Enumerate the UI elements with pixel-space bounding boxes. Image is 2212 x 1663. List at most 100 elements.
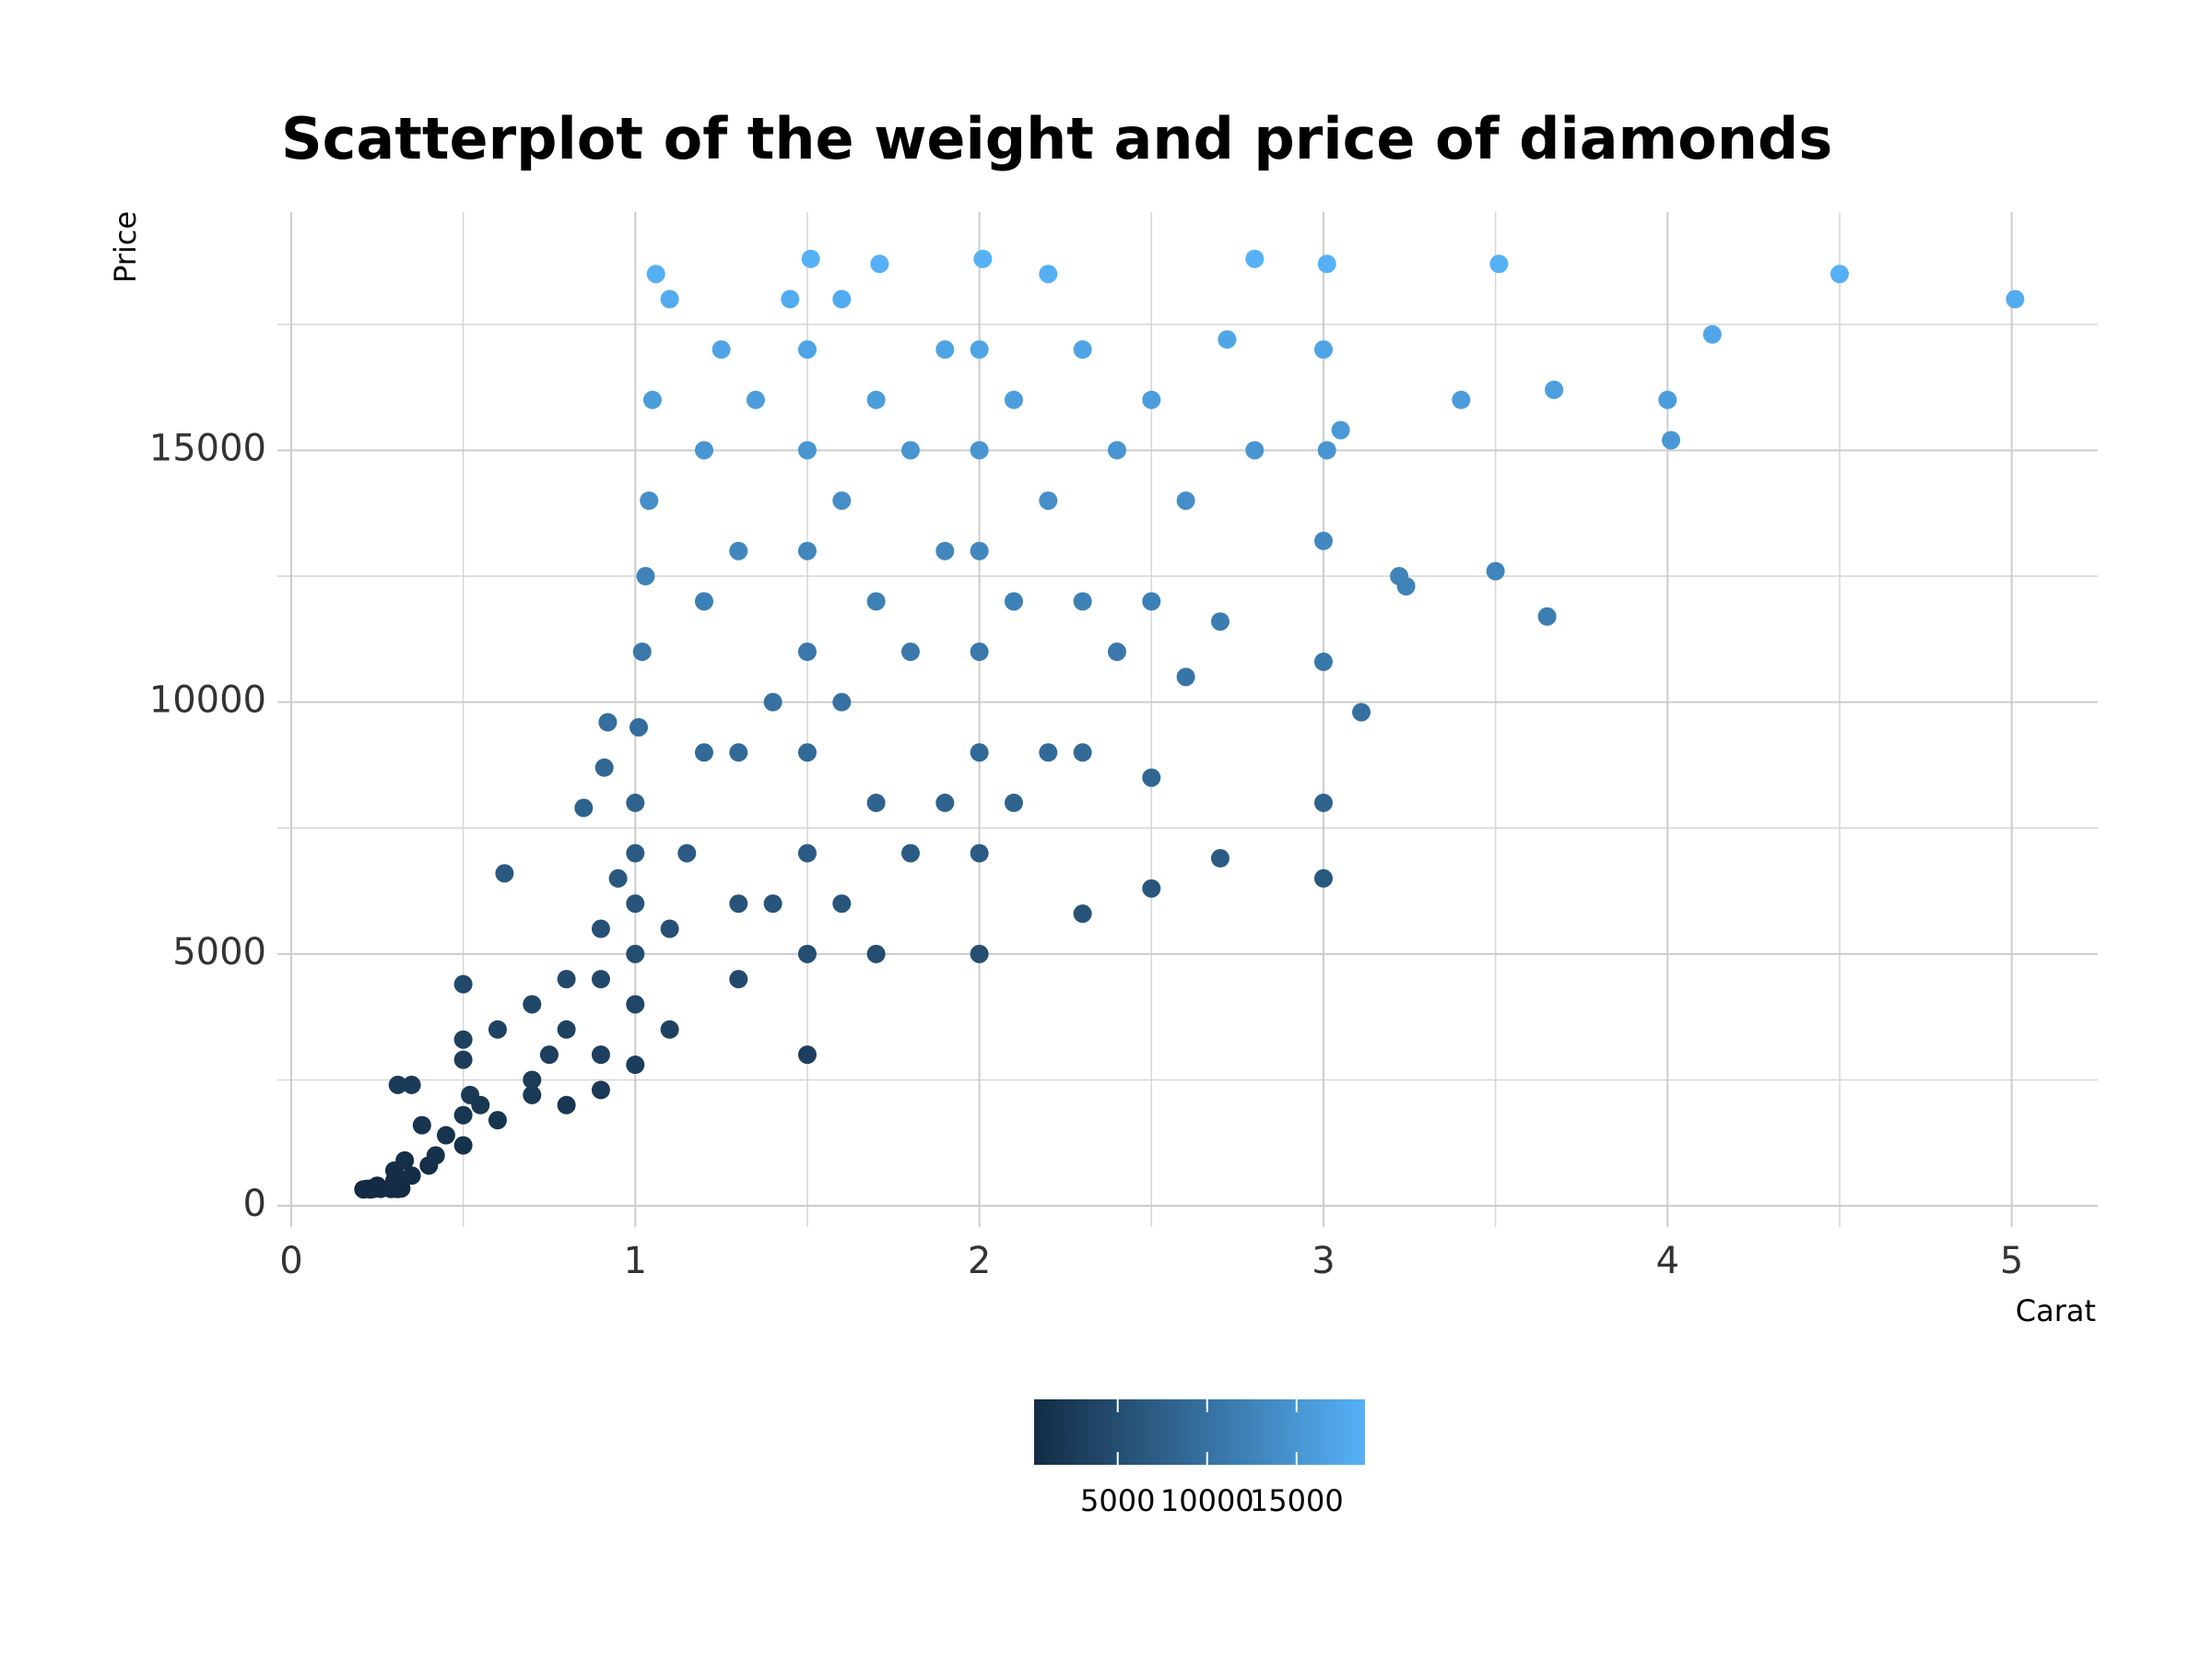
point (646, 265, 665, 284)
point (1313, 868, 1333, 888)
point (660, 1020, 679, 1039)
point (591, 1045, 610, 1065)
point (436, 1126, 455, 1145)
point (1245, 249, 1265, 268)
point (1662, 430, 1681, 450)
point (395, 1150, 415, 1170)
colorbar-label: 10000 (1160, 1483, 1254, 1518)
point (1210, 612, 1230, 631)
point (900, 441, 920, 460)
point (626, 944, 645, 963)
point (1073, 743, 1092, 762)
point (900, 643, 920, 662)
point (1004, 793, 1023, 812)
colorbar-label: 15000 (1250, 1483, 1344, 1518)
point (694, 592, 713, 611)
y-tick-label: 0 (243, 1183, 266, 1225)
point (523, 995, 542, 1014)
point (1176, 491, 1195, 511)
x-tick-label: 4 (1656, 1240, 1679, 1282)
point (1245, 441, 1265, 460)
point (935, 793, 955, 812)
point (866, 390, 886, 409)
point (453, 974, 473, 994)
point (1830, 265, 1849, 284)
point (402, 1166, 421, 1185)
point (1004, 592, 1023, 611)
point (970, 340, 989, 360)
point (763, 894, 782, 914)
point (591, 919, 610, 938)
colorbar-label: 5000 (1080, 1483, 1155, 1518)
point (660, 919, 679, 938)
point (368, 1176, 387, 1196)
point (1039, 743, 1058, 762)
x-tick-label: 5 (2000, 1240, 2023, 1282)
point (712, 340, 731, 360)
point (1210, 849, 1230, 868)
point (1142, 879, 1161, 898)
point (870, 254, 889, 274)
point (866, 592, 886, 611)
point (453, 1105, 473, 1125)
point (1313, 340, 1333, 360)
point (1658, 390, 1677, 409)
x-tick-label: 1 (624, 1240, 647, 1282)
point (557, 1095, 576, 1115)
point (523, 1070, 542, 1090)
point (970, 541, 989, 560)
y-axis-title: Price (108, 211, 143, 283)
point (1073, 340, 1092, 360)
point (557, 970, 576, 989)
point (1073, 592, 1092, 611)
point (1107, 643, 1126, 662)
point (626, 793, 645, 812)
point (797, 340, 817, 360)
point (1396, 576, 1416, 596)
point (1486, 561, 1505, 581)
point (763, 692, 782, 712)
point (832, 894, 852, 914)
point (1317, 441, 1336, 460)
point (629, 717, 649, 737)
point (746, 390, 765, 409)
point (626, 894, 645, 914)
point (832, 289, 852, 309)
point (970, 944, 989, 963)
point (388, 1075, 407, 1094)
point (453, 1050, 473, 1069)
point (402, 1075, 421, 1094)
point (1218, 330, 1237, 349)
point (1313, 652, 1333, 671)
point (797, 843, 817, 863)
point (2006, 289, 2025, 309)
point (694, 441, 713, 460)
x-tick-label: 2 (968, 1240, 991, 1282)
point (660, 289, 679, 309)
point (970, 743, 989, 762)
point (636, 567, 655, 586)
y-tick-label: 10000 (149, 679, 266, 722)
point (1313, 531, 1333, 550)
point (797, 1045, 817, 1065)
point (935, 541, 955, 560)
point (1702, 324, 1722, 344)
point (1176, 667, 1195, 687)
point (412, 1115, 431, 1135)
point (677, 843, 697, 863)
point (1317, 254, 1336, 274)
point (1142, 592, 1161, 611)
point (1545, 380, 1564, 399)
point (797, 541, 817, 560)
point (970, 643, 989, 662)
point (640, 491, 659, 511)
point (591, 1080, 610, 1100)
point (426, 1146, 445, 1165)
point (1073, 904, 1092, 924)
point (970, 843, 989, 863)
point (797, 743, 817, 762)
x-tick-label: 3 (1312, 1240, 1335, 1282)
point (1489, 254, 1509, 274)
point (797, 441, 817, 460)
